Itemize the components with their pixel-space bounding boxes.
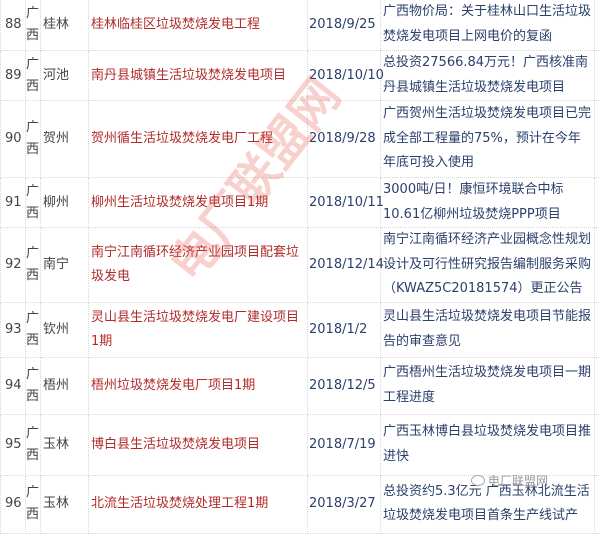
project-name-cell: 博白县生活垃圾焚烧发电项目 <box>89 414 308 475</box>
cut-off-cell <box>595 0 600 51</box>
date-cell: 2018/3/27 <box>308 475 381 533</box>
project-name-cell: 贺州循生活垃圾焚烧发电厂工程 <box>89 101 308 178</box>
project-name-cell: 南丹县城镇生活垃圾焚烧发电项目 <box>89 51 308 101</box>
row-number: 89 <box>1 51 26 101</box>
row-number: 96 <box>1 475 26 533</box>
description-cell: 总投资27566.84万元！广西核准南丹县城镇生活垃圾焚烧发电项目 <box>381 51 595 101</box>
city-cell: 梧州 <box>41 357 89 414</box>
date-cell: 2018/9/28 <box>308 101 381 178</box>
description-cell: 3000吨/日！康恒环境联合中标10.61亿柳州垃圾焚烧PPP项目 <box>381 178 595 228</box>
description-cell: 南宁江南循环经济产业园概念性规划设计及可行性研究报告编制服务采购（KWAZ5C2… <box>381 228 595 303</box>
project-name-cell: 北流生活垃圾焚烧处理工程1期 <box>89 475 308 533</box>
province-cell: 广西 <box>26 178 41 228</box>
cut-off-cell <box>595 357 600 414</box>
date-cell: 2018/7/19 <box>308 414 381 475</box>
row-number: 91 <box>1 178 26 228</box>
project-name-cell: 梧州垃圾焚烧发电厂项目1期 <box>89 357 308 414</box>
province-cell: 广西 <box>26 302 41 357</box>
description-cell: 广西贺州生活垃圾焚烧发电项目已完成全部工程量的75%，预计在今年年底可投入使用 <box>381 101 595 178</box>
province-cell: 广西 <box>26 475 41 533</box>
province-cell: 广西 <box>26 414 41 475</box>
cut-off-cell <box>595 101 600 178</box>
province-cell: 广西 <box>26 0 41 51</box>
city-cell: 钦州 <box>41 302 89 357</box>
row-number: 94 <box>1 357 26 414</box>
date-cell: 2018/1/2 <box>308 302 381 357</box>
province-cell: 广西 <box>26 101 41 178</box>
city-cell: 玉林 <box>41 414 89 475</box>
description-cell: 广西玉林博白县垃圾焚烧发电项目推进快 <box>381 414 595 475</box>
cut-off-cell <box>595 475 600 533</box>
row-number: 92 <box>1 228 26 303</box>
description-cell: 广西物价局：关于桂林山口生活垃圾焚烧发电项目上网电价的复函 <box>381 0 595 51</box>
city-cell: 南宁 <box>41 228 89 303</box>
city-cell: 桂林 <box>41 0 89 51</box>
cut-off-cell <box>595 414 600 475</box>
wechat-icon <box>471 475 485 486</box>
date-cell: 2018/10/10 <box>308 51 381 101</box>
cut-off-cell <box>595 178 600 228</box>
project-name-cell: 灵山县生活垃圾焚烧发电厂建设项目1期 <box>89 302 308 357</box>
row-number: 90 <box>1 101 26 178</box>
logo-text: 电厂联盟网 <box>488 472 548 489</box>
date-cell: 2018/10/11 <box>308 178 381 228</box>
wechat-logo: 电厂联盟网 <box>471 472 548 489</box>
date-cell: 2018/12/5 <box>308 357 381 414</box>
row-number: 95 <box>1 414 26 475</box>
cut-off-cell <box>595 51 600 101</box>
province-cell: 广西 <box>26 228 41 303</box>
row-number: 93 <box>1 302 26 357</box>
city-cell: 贺州 <box>41 101 89 178</box>
description-cell: 广西梧州生活垃圾焚烧发电项目一期工程进度 <box>381 357 595 414</box>
province-cell: 广西 <box>26 51 41 101</box>
cut-off-cell <box>595 228 600 303</box>
city-cell: 柳州 <box>41 178 89 228</box>
project-name-cell: 南宁江南循环经济产业园项目配套垃圾发电 <box>89 228 308 303</box>
row-number: 88 <box>1 0 26 51</box>
cut-off-cell <box>595 302 600 357</box>
city-cell: 河池 <box>41 51 89 101</box>
project-name-cell: 柳州生活垃圾焚烧发电项目1期 <box>89 178 308 228</box>
city-cell: 玉林 <box>41 475 89 533</box>
date-cell: 2018/12/14 <box>308 228 381 303</box>
description-cell: 灵山县生活垃圾焚烧发电项目节能报告的审查意见 <box>381 302 595 357</box>
date-cell: 2018/9/25 <box>308 0 381 51</box>
project-name-cell: 桂林临桂区垃圾焚烧发电工程 <box>89 0 308 51</box>
province-cell: 广西 <box>26 357 41 414</box>
